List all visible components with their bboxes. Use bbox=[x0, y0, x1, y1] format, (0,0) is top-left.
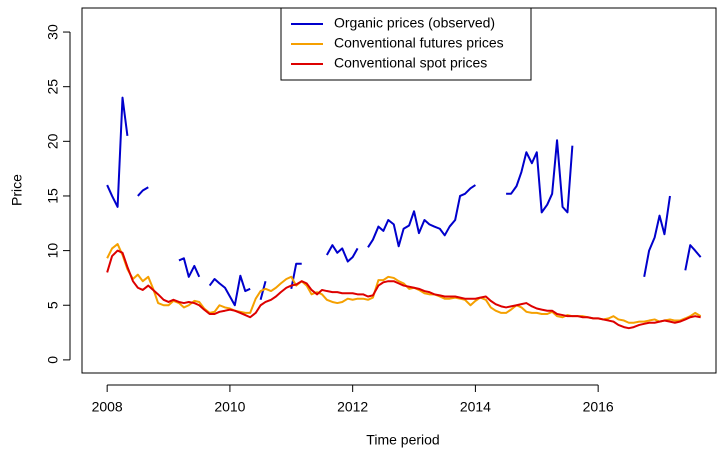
y-tick-label: 0 bbox=[45, 356, 61, 364]
x-tick-label: 2016 bbox=[583, 399, 614, 415]
y-axis-label: Price bbox=[9, 174, 25, 206]
legend-label: Conventional spot prices bbox=[334, 55, 487, 71]
legend-label: Organic prices (observed) bbox=[334, 15, 495, 31]
y-tick-label: 25 bbox=[45, 79, 61, 95]
x-axis-label: Time period bbox=[366, 432, 439, 448]
x-tick-label: 2014 bbox=[460, 399, 491, 415]
y-tick-label: 5 bbox=[45, 301, 61, 309]
legend-label: Conventional futures prices bbox=[334, 35, 504, 51]
x-tick-label: 2008 bbox=[92, 399, 123, 415]
y-tick-label: 20 bbox=[45, 133, 61, 149]
x-tick-label: 2010 bbox=[214, 399, 245, 415]
y-tick-label: 15 bbox=[45, 188, 61, 204]
y-tick-label: 10 bbox=[45, 243, 61, 259]
y-tick-label: 30 bbox=[45, 24, 61, 40]
x-tick-label: 2012 bbox=[337, 399, 368, 415]
series-line bbox=[106, 249, 701, 330]
